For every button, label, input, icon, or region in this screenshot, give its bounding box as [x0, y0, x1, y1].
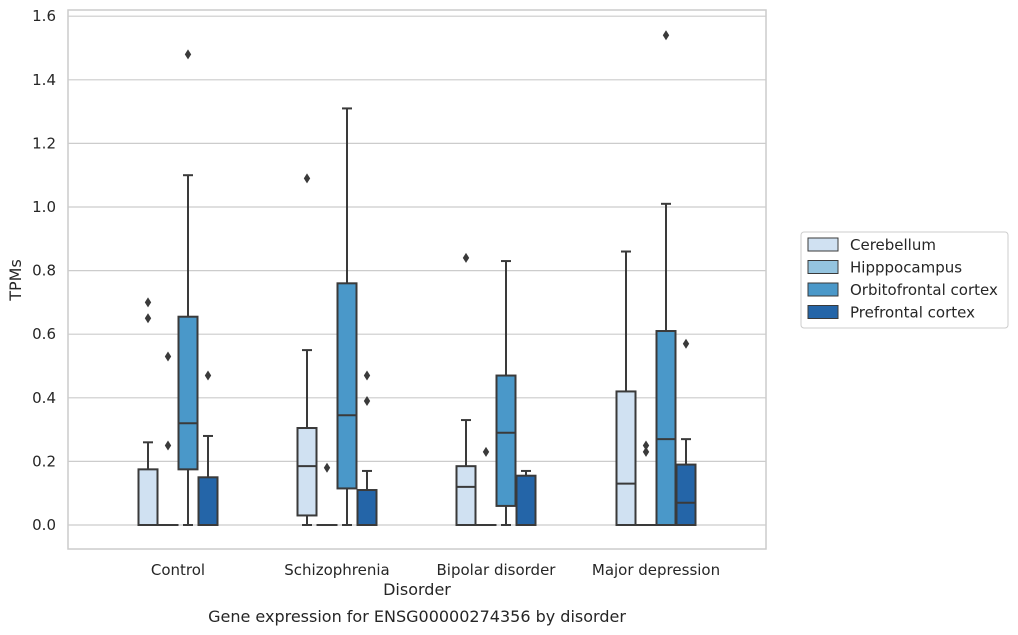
outlier-point: [303, 173, 311, 184]
box-orbitofrontal-cortex-2: [495, 260, 517, 526]
outlier-point: [662, 30, 670, 41]
outlier-point: [642, 440, 650, 451]
outlier-point: [204, 370, 212, 381]
outlier-point: [363, 395, 371, 406]
box-iqr: [296, 427, 318, 517]
y-tick-label: 0.2: [32, 452, 56, 470]
box-iqr: [455, 465, 477, 527]
legend: Cerebellum Hipppocampus Orbitofrontal cort…: [800, 231, 1009, 329]
legend-label: Hipppocampus: [850, 259, 962, 277]
y-axis-label: TPMs: [6, 259, 25, 302]
x-axis-label: Disorder: [383, 580, 451, 599]
box-prefrontal-cortex-1: [356, 370, 378, 526]
legend-swatch: [807, 305, 839, 319]
x-tick-label: Control: [151, 561, 205, 579]
outlier-point: [164, 351, 172, 362]
box-cerebellum-1: [296, 173, 318, 526]
y-tick-label: 0.0: [32, 516, 56, 534]
box-iqr: [615, 390, 637, 526]
legend-label: Prefrontal cortex: [850, 304, 975, 322]
outlier-point: [184, 49, 192, 60]
outlier-point: [164, 440, 172, 451]
box-iqr: [655, 330, 677, 526]
y-tick-label: 1.2: [32, 134, 56, 152]
box-orbitofrontal-cortex-1: [336, 107, 358, 526]
x-tick-labels: Control Schizophrenia Bipolar disorder Majo…: [151, 561, 720, 579]
box-iqr: [137, 468, 159, 527]
box-iqr: [197, 476, 219, 526]
y-tick-label: 0.6: [32, 325, 56, 343]
box-cerebellum-0: [137, 297, 159, 527]
y-tick-label: 1.0: [32, 198, 56, 216]
outlier-point: [144, 313, 152, 324]
outlier-point: [462, 252, 470, 263]
chart-caption: Gene expression for ENSG00000274356 by d…: [208, 607, 626, 626]
box-hipppocampus-1: [316, 462, 338, 527]
box-orbitofrontal-cortex-0: [177, 49, 199, 526]
outlier-point: [682, 338, 690, 349]
y-tick-label: 1.6: [32, 7, 56, 25]
boxes: [137, 30, 697, 527]
y-tick-labels: 0.0 0.2 0.4 0.6 0.8 1.0 1.2 1.4 1.6: [32, 7, 56, 534]
box-prefrontal-cortex-0: [197, 370, 219, 526]
y-tick-label: 1.4: [32, 71, 56, 89]
y-tick-label: 0.8: [32, 262, 56, 280]
outlier-point: [482, 446, 490, 457]
x-tick-label: Schizophrenia: [284, 561, 389, 579]
x-tick-label: Major depression: [592, 561, 720, 579]
legend-swatch: [807, 260, 839, 274]
legend-swatch: [807, 237, 839, 252]
box-cerebellum-3: [615, 250, 637, 526]
box-hipppocampus-2: [475, 446, 497, 527]
box-orbitofrontal-cortex-3: [655, 30, 677, 526]
box-iqr: [515, 474, 537, 526]
legend-items: Cerebellum Hipppocampus Orbitofrontal cort…: [807, 236, 998, 322]
plot-frame: [67, 9, 767, 550]
y-tick-label: 0.4: [32, 389, 56, 407]
box-iqr: [495, 374, 517, 507]
outlier-point: [642, 446, 650, 457]
box-iqr: [675, 463, 697, 526]
box-prefrontal-cortex-3: [675, 338, 697, 526]
outlier-point: [144, 297, 152, 308]
legend-swatch: [807, 282, 839, 297]
outlier-point: [363, 370, 371, 381]
box-hipppocampus-3: [635, 440, 657, 527]
box-cerebellum-2: [455, 252, 477, 527]
x-tick-label: Bipolar disorder: [437, 561, 557, 579]
legend-label: Cerebellum: [850, 236, 936, 254]
outlier-point: [323, 462, 331, 473]
legend-label: Orbitofrontal cortex: [850, 281, 998, 299]
box-hipppocampus-0: [157, 351, 179, 527]
box-iqr: [177, 315, 199, 471]
legend-frame: [800, 231, 1009, 329]
box-iqr: [336, 282, 358, 490]
box-iqr: [356, 489, 378, 526]
box-prefrontal-cortex-2: [515, 469, 537, 526]
